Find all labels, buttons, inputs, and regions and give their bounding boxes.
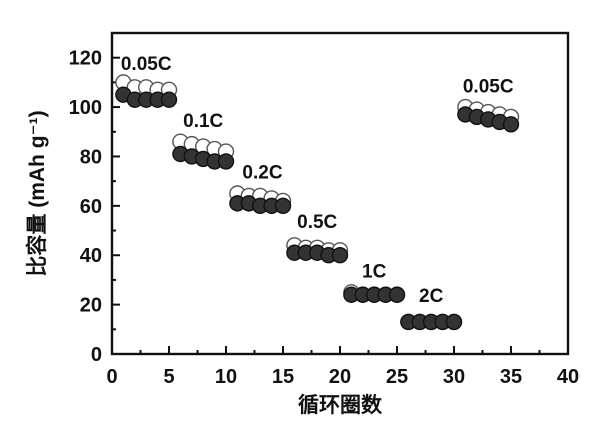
filled-circle-point [276, 198, 291, 213]
y-tick-label: 0 [91, 344, 102, 366]
axis-ticks [112, 58, 568, 354]
c-rate-label: 0.1C [183, 111, 223, 132]
filled-circle-point [390, 287, 405, 302]
c-rate-label: 1C [362, 261, 387, 282]
x-axis-title: 循环圈数 [298, 393, 383, 417]
c-rate-label: 0.5C [297, 212, 337, 233]
x-tick-label: 30 [443, 366, 465, 388]
x-tick-label: 10 [215, 366, 237, 388]
x-tick-label: 5 [163, 366, 174, 388]
data-markers [116, 75, 519, 330]
x-tick-label: 40 [557, 366, 579, 388]
x-tick-label: 0 [106, 366, 117, 388]
rate-labels: 0.05C 0.1C 0.2C 0.5C 1C 2C 0.05C [121, 54, 514, 307]
filled-circle-point [219, 154, 234, 169]
filled-circle-point [162, 92, 177, 107]
x-tick-label: 15 [272, 366, 294, 388]
c-rate-label: 2C [419, 286, 444, 307]
y-tick-label: 20 [80, 295, 102, 317]
y-axis-title: 比容量 (mAh g⁻¹) [25, 110, 49, 276]
y-tick-label: 60 [80, 196, 102, 218]
x-tick-label: 25 [386, 366, 408, 388]
x-tick-label: 20 [329, 366, 351, 388]
y-tick-label: 80 [80, 146, 102, 168]
filled-circle-point [504, 117, 519, 132]
c-rate-label: 0.05C [463, 76, 514, 97]
y-tick-label: 100 [69, 97, 102, 119]
x-tick-label: 35 [500, 366, 522, 388]
y-tick-label: 40 [80, 245, 102, 267]
filled-circle-point [447, 314, 462, 329]
c-rate-label: 0.2C [242, 163, 282, 184]
c-rate-label: 0.05C [121, 54, 172, 75]
y-tick-label: 120 [69, 48, 102, 70]
filled-circle-point [333, 248, 348, 263]
